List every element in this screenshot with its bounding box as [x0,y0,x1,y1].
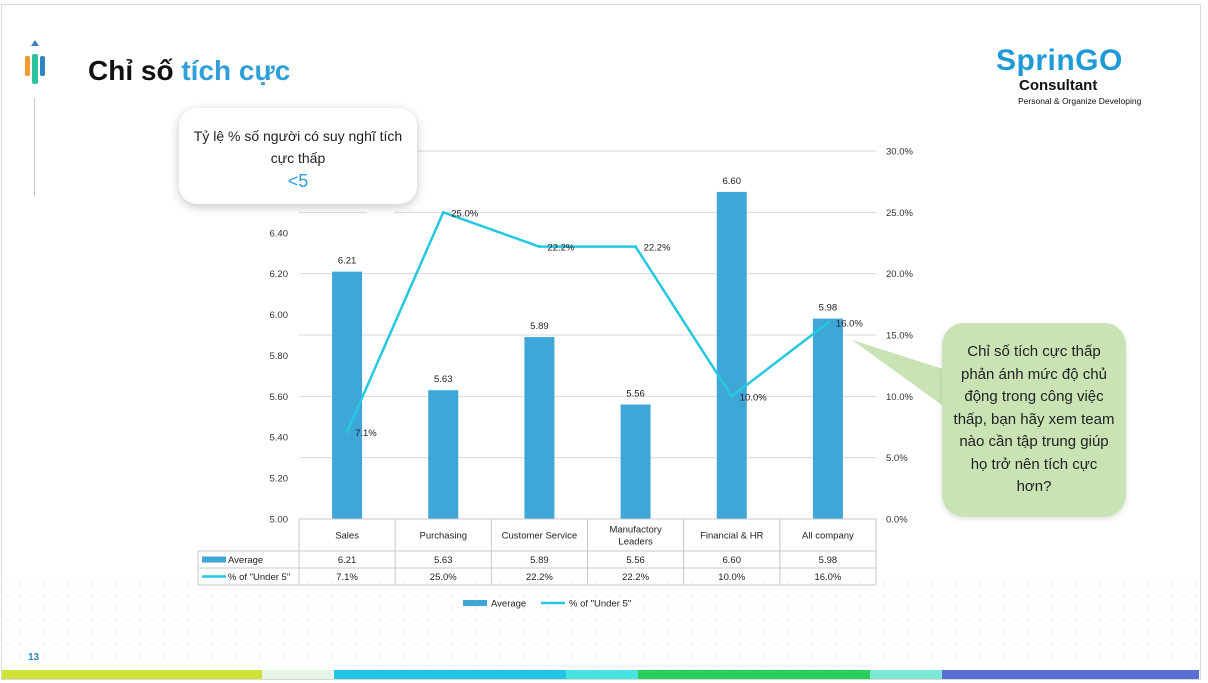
table-cell-value: 5.63 [434,555,453,566]
table-series-name: % of "Under 5" [228,572,290,583]
line-point [441,210,445,214]
bar-data-label: 5.98 [819,303,838,314]
table-cell-value: 22.2% [526,572,553,583]
category-label: Sales [335,531,359,542]
right-axis-tick-label: 15.0% [886,331,913,342]
callout-tail [330,200,418,230]
bar-data-label: 5.63 [434,374,453,385]
left-axis-tick-label: 6.40 [270,228,289,239]
bottom-bar-segment [2,670,262,679]
dotted-background [2,578,1198,668]
category-label: Customer Service [502,531,578,542]
brand-name: SprinGO [996,44,1123,77]
bar-average [620,404,651,519]
side-pencil-logo-icon [22,40,48,90]
bar-average [524,337,555,519]
line-data-label: 22.2% [547,243,574,254]
line-point [634,245,638,249]
side-divider [34,98,35,196]
table-cell-value: 22.2% [622,572,649,583]
category-label: Leaders [618,537,653,548]
title-accent: tích cực [181,55,291,86]
bar-average [812,318,843,519]
line-point [826,321,830,325]
table-cell-value: 16.0% [814,572,841,583]
table-cell-value: 6.60 [723,555,742,566]
bottom-color-bar [2,670,1199,679]
bottom-bar-segment [566,670,638,679]
note-tail [852,340,946,408]
left-axis-tick-label: 6.20 [270,269,289,280]
title-plain: Chỉ số [88,55,182,86]
left-axis-tick-label: 5.00 [270,515,289,526]
table-cell-value: 5.56 [626,555,645,566]
table-cell-value: 7.1% [336,572,358,583]
brand-logo: SprinGO Consultant Personal & Organize D… [996,44,1156,114]
slide-title: Chỉ số tích cực [88,55,290,87]
left-axis-tick-label: 5.60 [270,392,289,403]
table-cell-value: 5.89 [530,555,549,566]
bottom-bar-segment [870,670,942,679]
line-point [537,245,541,249]
table-cell-value: 25.0% [430,572,457,583]
table-cell-value: 6.21 [338,555,357,566]
bottom-bar-segment [334,670,566,679]
table-cell-value: 10.0% [718,572,745,583]
category-label: Financial & HR [700,531,763,542]
right-axis-tick-label: 5.0% [886,453,908,464]
line-point [345,430,349,434]
brand-subtitle: Consultant [1019,77,1098,94]
page-number: 13 [28,652,40,663]
line-point [730,394,734,398]
bar-average [716,191,747,519]
bottom-bar-segment [262,670,334,679]
left-axis-tick-label: 5.80 [270,351,289,362]
category-label: All company [802,531,854,542]
bar-average [332,271,363,519]
callout-text: Tỷ lệ % số người có suy nghĩ tích cực th… [193,128,403,166]
line-data-label: 25.0% [451,208,478,219]
right-axis-tick-label: 25.0% [886,208,913,219]
bottom-bar-segment [638,670,870,679]
brand-tagline: Personal & Organize Developing [1018,96,1142,106]
note-text: Chỉ số tích cực thấp phản ánh mức độ chủ… [953,343,1115,496]
table-series-name: Average [228,555,263,566]
right-axis-tick-label: 30.0% [886,147,913,158]
right-axis-tick-label: 10.0% [886,392,913,403]
right-axis-tick-label: 0.0% [886,515,908,526]
bar-data-label: 5.56 [626,389,645,400]
table-cell-value: 5.98 [819,555,838,566]
callout-bubble: Tỷ lệ % số người có suy nghĩ tích cực th… [179,108,417,204]
category-label: Manufactory [609,525,662,536]
legend-label-under5: % of "Under 5" [569,599,631,610]
note-bubble: Chỉ số tích cực thấp phản ánh mức độ chủ… [942,323,1126,517]
legend-label-average: Average [491,599,526,610]
right-axis-tick-label: 20.0% [886,269,913,280]
legend-key-average [463,600,487,606]
line-data-label: 10.0% [740,392,767,403]
bar-data-label: 6.60 [723,176,742,187]
table-legend-key-average [202,556,226,563]
category-label: Purchasing [419,531,467,542]
line-under-5 [345,211,829,433]
left-axis-tick-label: 5.20 [270,474,289,485]
line-data-label: 7.1% [355,428,377,439]
line-data-label: 22.2% [644,243,671,254]
bar-data-label: 5.89 [530,321,549,332]
callout-value: <5 [287,171,309,191]
line-data-label: 16.0% [836,319,863,330]
bar-average [428,390,459,519]
bottom-bar-segment [942,670,1199,679]
left-axis-tick-label: 5.40 [270,433,289,444]
bar-data-label: 6.21 [338,256,357,267]
left-axis-tick-label: 6.00 [270,310,289,321]
